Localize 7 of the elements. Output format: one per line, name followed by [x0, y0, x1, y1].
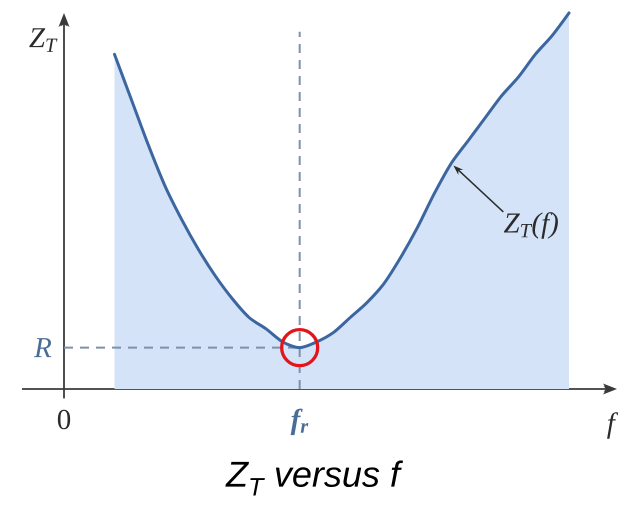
text: Z$_{T}$ versus f: [225, 460, 404, 496]
y-axis-title: Z$_{T}$: [29, 28, 58, 52]
x-axis-title: f: [607, 412, 618, 439]
x-tick-label: 0: [58, 410, 70, 430]
ref-line-label: R: [34, 338, 52, 358]
x-tick-label: f$_{r}$: [290, 408, 308, 436]
series-label: Z$_{T}$(f): [504, 212, 558, 239]
